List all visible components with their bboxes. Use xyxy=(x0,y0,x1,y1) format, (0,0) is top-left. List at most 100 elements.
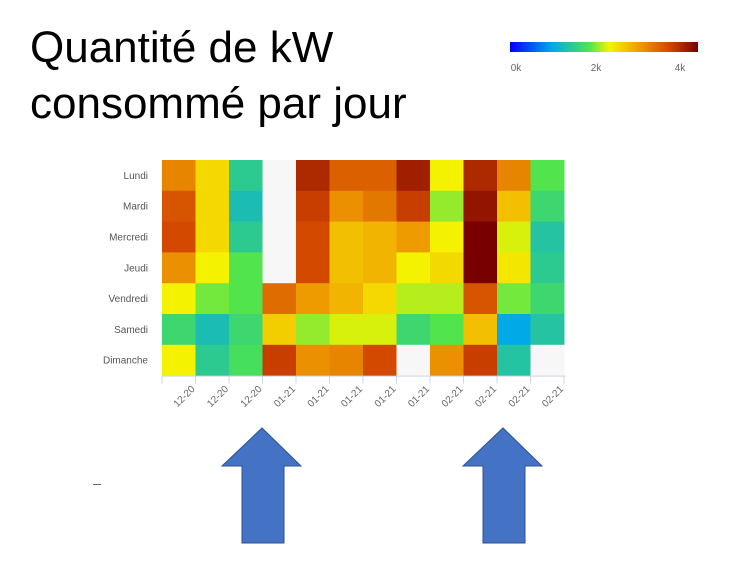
up-arrow xyxy=(220,427,303,544)
x-tick-label: 02-21 xyxy=(507,384,533,410)
heatmap-cell xyxy=(162,190,196,223)
x-tick-label: 01-21 xyxy=(339,384,365,410)
page-title: Quantité de kW consommé par jour xyxy=(30,20,500,132)
heatmap-cell xyxy=(530,160,565,192)
x-axis: 12-20 12-20 12-20 01-21 01-21 01-21 01-21 01-21… xyxy=(161,375,566,410)
heatmap-cell xyxy=(262,314,297,346)
heatmap-cell xyxy=(363,252,397,284)
x-tick-label: 02-21 xyxy=(473,384,499,410)
heatmap-cell xyxy=(296,283,330,315)
heatmap-cell xyxy=(363,314,397,346)
heatmap-cell xyxy=(396,344,431,377)
heatmap-cell xyxy=(195,221,230,253)
heatmap-cell xyxy=(530,314,565,346)
heatmap-cell xyxy=(463,252,498,284)
heatmap-cell xyxy=(463,160,498,192)
row-label: Mardi xyxy=(123,202,148,213)
heatmap-cell xyxy=(262,283,297,315)
heatmap-cell xyxy=(296,190,330,223)
row-label: Jeudi xyxy=(124,263,148,274)
color-legend: 0k 2k 4k xyxy=(510,42,698,74)
row-label: Mercredi xyxy=(109,233,148,244)
heatmap-cell xyxy=(530,283,565,315)
row-label: Vendredi xyxy=(109,294,148,305)
heatmap-cell xyxy=(262,190,297,223)
heatmap-cell xyxy=(463,314,498,346)
heatmap-cell xyxy=(530,221,565,253)
x-tick-label: 12-20 xyxy=(205,384,231,410)
heatmap-cell xyxy=(296,344,330,377)
heatmap-cell xyxy=(229,344,263,377)
x-tick-label: 02-21 xyxy=(540,384,566,410)
heatmap-cell xyxy=(530,190,565,223)
heatmap-cell xyxy=(497,221,531,253)
annotation-arrows xyxy=(220,427,544,544)
heatmap-cell xyxy=(195,314,230,346)
heatmap-cell xyxy=(195,252,230,284)
heatmap-cell xyxy=(162,252,196,284)
heatmap-cell xyxy=(430,283,464,315)
heatmap-cell xyxy=(396,221,431,253)
heatmap-cell xyxy=(229,160,263,192)
heatmap-cell xyxy=(430,252,464,284)
heatmap-cell xyxy=(530,344,565,377)
heatmap-cell xyxy=(195,190,230,223)
heatmap-cell xyxy=(229,221,263,253)
heatmap-cell xyxy=(497,190,531,223)
heatmap-cell xyxy=(497,252,531,284)
up-arrow xyxy=(461,427,544,544)
heatmap-cell xyxy=(329,344,364,377)
title-line-1: Quantité de kW xyxy=(30,23,334,72)
heatmap-cell xyxy=(229,190,263,223)
heatmap-cell xyxy=(463,344,498,377)
row-labels: Lundi Mardi Mercredi Jeudi Vendredi Samedi Dim… xyxy=(103,171,148,367)
legend-label-0k: 0k xyxy=(511,63,523,74)
title-line-2: consommé par jour xyxy=(30,79,407,128)
heatmap-cell xyxy=(329,314,364,346)
heatmap-cell xyxy=(497,314,531,346)
heatmap-cell xyxy=(195,160,230,192)
heatmap-cell xyxy=(396,252,431,284)
heatmap-cell xyxy=(296,314,330,346)
x-tick-label: 01-21 xyxy=(306,384,332,410)
heatmap-cell xyxy=(162,160,196,192)
heatmap-cell xyxy=(497,344,531,377)
heatmap-cell xyxy=(329,190,364,223)
heatmap-cell xyxy=(396,160,431,192)
heatmap-cell xyxy=(363,160,397,192)
heatmap-cell xyxy=(262,160,297,192)
heatmap-cell xyxy=(296,221,330,253)
legend-label-2k: 2k xyxy=(591,63,603,74)
heatmap-cell xyxy=(463,221,498,253)
heatmap-cell xyxy=(430,190,464,223)
heatmap-cell xyxy=(463,190,498,223)
heatmap-cell xyxy=(229,314,263,346)
heatmap-cell xyxy=(195,344,230,377)
x-tick-label: 12-20 xyxy=(239,384,265,410)
heatmap-cell xyxy=(162,221,196,253)
heatmap-cell xyxy=(195,283,230,315)
heatmap-cell xyxy=(229,252,263,284)
row-label: Lundi xyxy=(124,171,148,182)
heatmap-cell xyxy=(262,221,297,253)
x-tick-label: 02-21 xyxy=(440,384,466,410)
heatmap-cell xyxy=(396,190,431,223)
heatmap-cell xyxy=(162,314,196,346)
heatmap-cell xyxy=(329,160,364,192)
heatmap-cell xyxy=(497,283,531,315)
x-tick-label: 01-21 xyxy=(406,384,432,410)
heatmap-cell xyxy=(162,283,196,315)
heatmap-cell xyxy=(396,283,431,315)
heatmap-cell xyxy=(296,160,330,192)
row-label: Samedi xyxy=(114,325,148,336)
heatmap-cell xyxy=(430,221,464,253)
heatmap-cell xyxy=(329,252,364,284)
heatmap-cell xyxy=(162,344,196,377)
heatmap-cell xyxy=(363,344,397,377)
heatmap-cell xyxy=(262,344,297,377)
heatmap-cell xyxy=(497,160,531,192)
legend-label-4k: 4k xyxy=(675,63,687,74)
heatmap-cell xyxy=(363,283,397,315)
heatmap-cell xyxy=(363,221,397,253)
